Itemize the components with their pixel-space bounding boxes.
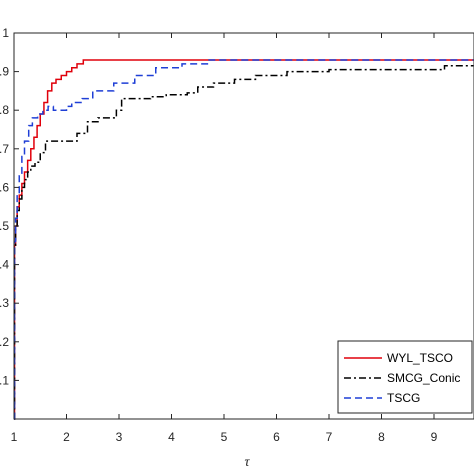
legend: WYL_TSCO SMCG_Conic TSCG [337, 340, 473, 414]
y-tick-label: 1 [2, 26, 9, 40]
y-tick-label: .2 [0, 335, 9, 349]
y-tick-label: .5 [0, 219, 9, 233]
x-tick-label: 6 [273, 430, 280, 444]
x-tick-label: 9 [431, 430, 438, 444]
x-tick-label: 8 [378, 430, 385, 444]
legend-label: SMCG_Conic [387, 371, 460, 385]
axes-layer: 1 2 3 4 5 6 7 8 9 .1 .2 .3 .4 .5 .6 .7 .8 .9 1 [0, 26, 474, 444]
x-tick-label: 2 [63, 430, 70, 444]
series-line-wyl-tsco [13, 59, 474, 420]
y-tick-label: .6 [0, 180, 9, 194]
y-tick-label: .9 [0, 65, 9, 79]
y-tick-label: .7 [0, 142, 9, 156]
y-tick-label: .4 [0, 258, 9, 272]
legend-box [337, 340, 473, 414]
x-tick-label: 4 [168, 430, 175, 444]
legend-label: WYL_TSCO [387, 351, 453, 365]
y-tick-label: .8 [0, 103, 9, 117]
y-tick-label: .1 [0, 373, 9, 387]
x-tick-label: 7 [326, 430, 333, 444]
x-tick-label: 1 [11, 430, 18, 444]
series-line-tscg [13, 59, 474, 420]
legend-label: TSCG [387, 391, 420, 405]
x-axis-label: τ [244, 455, 250, 470]
series-layer [13, 59, 474, 420]
x-tick-label: 3 [116, 430, 123, 444]
x-tick-label: 5 [221, 430, 228, 444]
y-tick-label: .3 [0, 296, 9, 310]
series-line-smcg-conic [13, 65, 474, 420]
